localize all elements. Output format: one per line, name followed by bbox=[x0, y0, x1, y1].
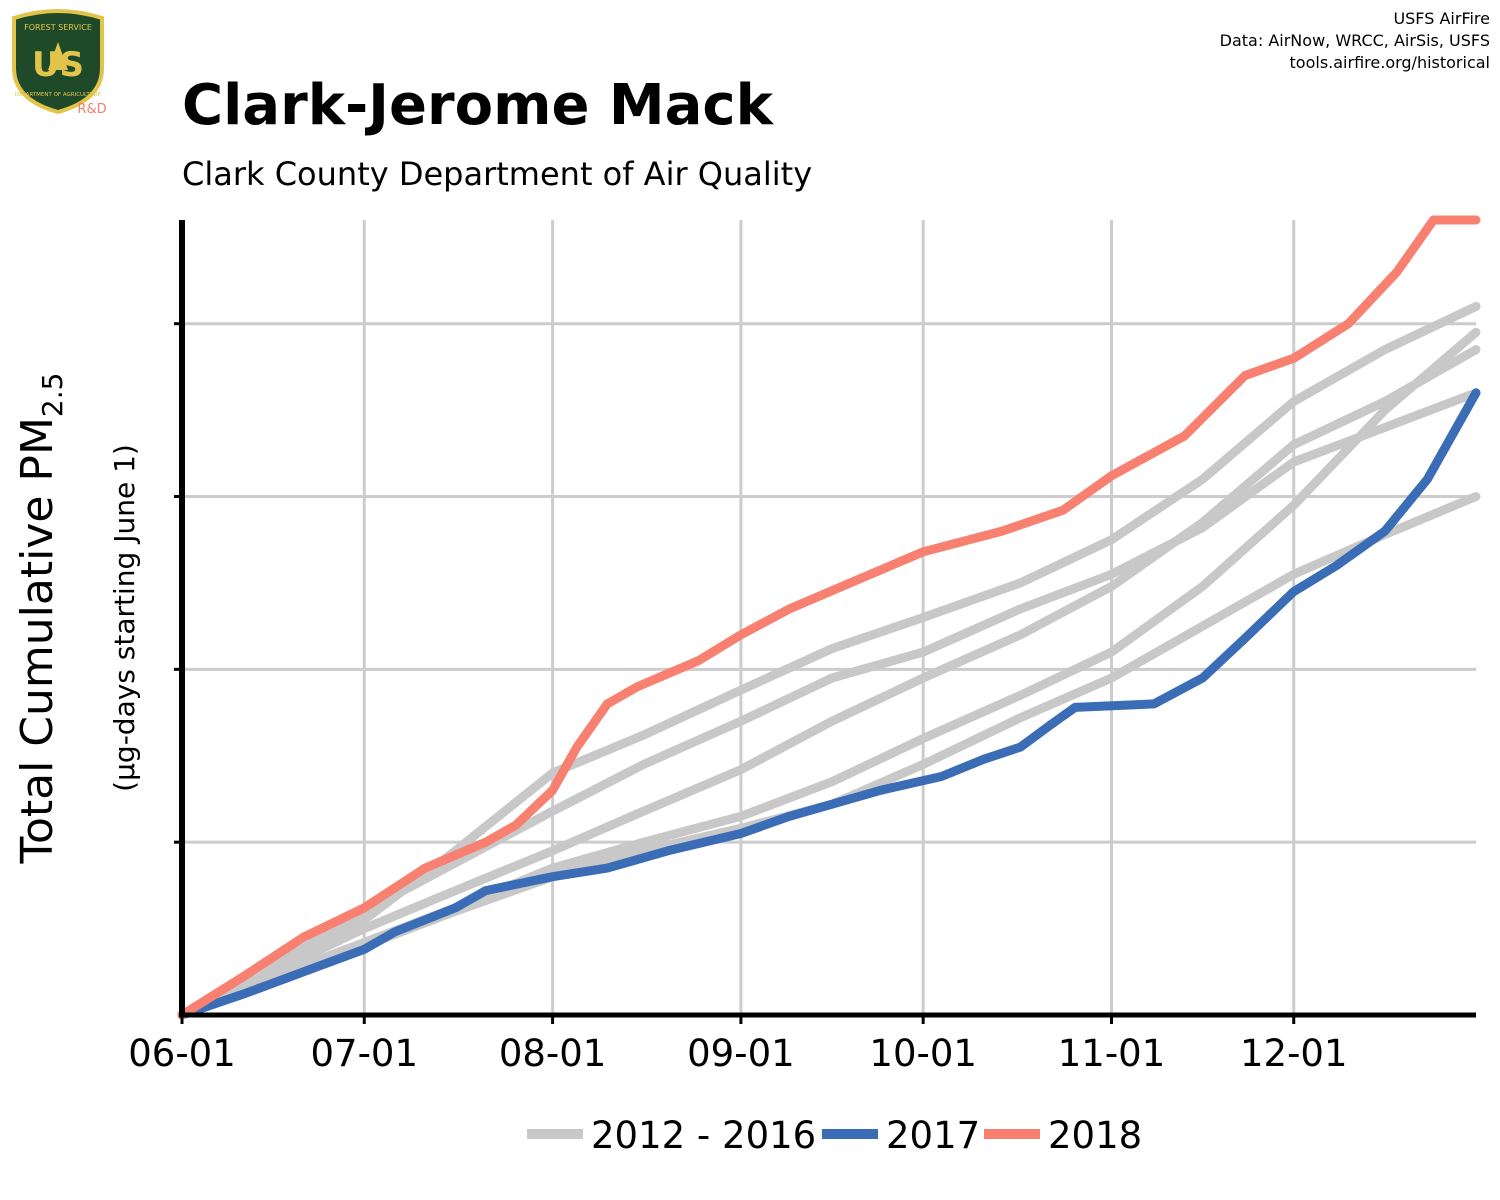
x-tick-label: 08-01 bbox=[499, 1032, 607, 1075]
credit-line: tools.airfire.org/historical bbox=[1289, 53, 1490, 72]
x-tick-label: 06-01 bbox=[128, 1032, 236, 1075]
x-tick-label: 09-01 bbox=[687, 1032, 795, 1075]
credit-line: Data: AirNow, WRCC, AirSis, USFS bbox=[1219, 31, 1490, 50]
page-subtitle: Clark County Department of Air Quality bbox=[182, 155, 813, 193]
logo-top-text: FOREST SERVICE bbox=[24, 23, 92, 32]
series-line-2017 bbox=[177, 388, 1481, 1020]
y-axis-label: Total Cumulative PM2.5 bbox=[12, 373, 69, 865]
logo-bottom-text: DEPARTMENT OF AGRICULTURE bbox=[15, 92, 102, 98]
series-line-2018 bbox=[177, 215, 1481, 1020]
legend-label: 2018 bbox=[1048, 1114, 1142, 1157]
credits: USFS AirFire Data: AirNow, WRCC, AirSis,… bbox=[1220, 8, 1490, 74]
logo-badge: R&D bbox=[77, 102, 106, 117]
legend-label: 2017 bbox=[886, 1114, 980, 1157]
y-axis-label-main: Total Cumulative PM bbox=[12, 417, 63, 864]
legend-label: 2012 - 2016 bbox=[591, 1114, 816, 1157]
series-line-2012-2016 bbox=[177, 301, 1481, 1020]
credit-line: USFS AirFire bbox=[1393, 9, 1490, 28]
y-axis-secondary-label: (µg-days starting June 1) bbox=[108, 444, 141, 792]
x-tick-label: 12-01 bbox=[1240, 1032, 1348, 1075]
y-axis-label-subscript: 2.5 bbox=[36, 373, 69, 418]
x-tick-label: 10-01 bbox=[869, 1032, 977, 1075]
usfs-logo: US FOREST SERVICE DEPARTMENT OF AGRICULT… bbox=[12, 9, 107, 117]
tree-icon bbox=[48, 42, 68, 70]
page-title: Clark-Jerome Mack bbox=[182, 73, 773, 138]
series-line-2012-2016 bbox=[177, 492, 1481, 1020]
x-tick-label: 07-01 bbox=[310, 1032, 418, 1075]
series-line-2012-2016 bbox=[177, 345, 1481, 1020]
x-tick-label: 11-01 bbox=[1058, 1032, 1166, 1075]
